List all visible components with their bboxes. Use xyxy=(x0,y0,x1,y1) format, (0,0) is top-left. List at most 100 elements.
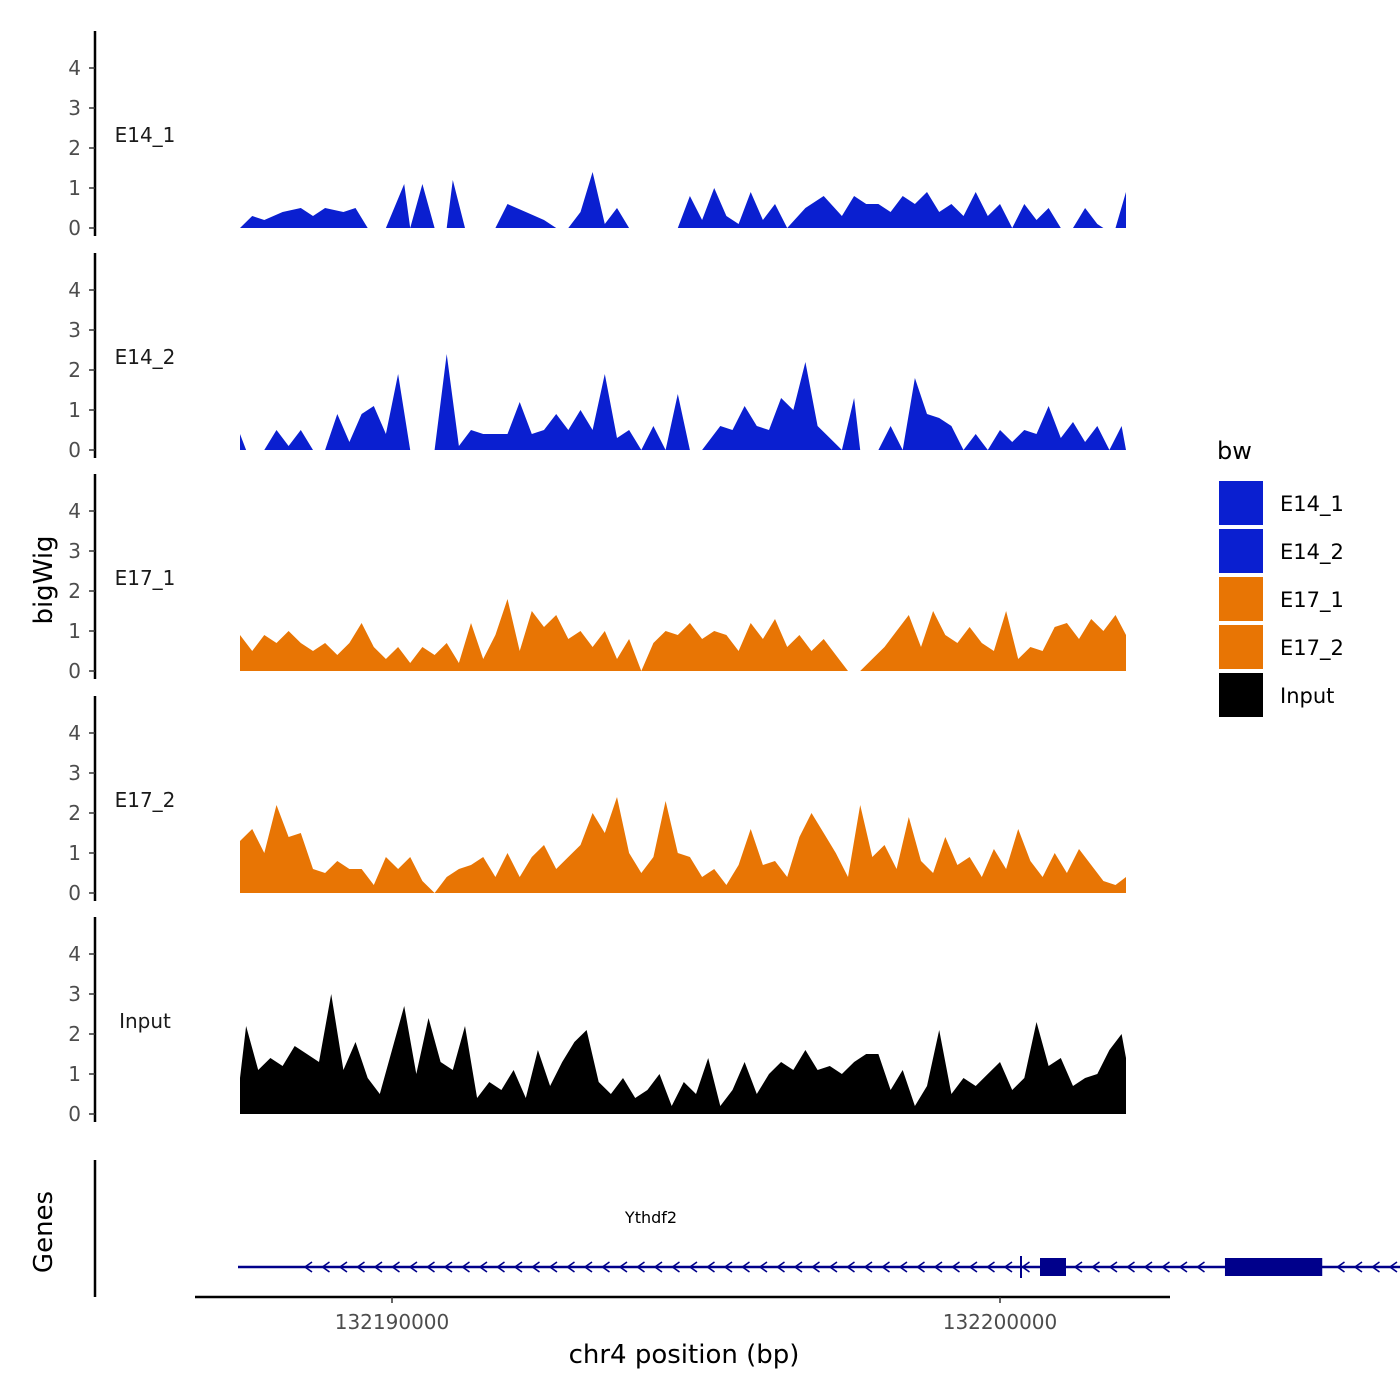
strand-arrow-icon xyxy=(338,1261,348,1273)
strand-arrow-icon xyxy=(391,1261,400,1273)
y-tick-label: 2 xyxy=(68,801,81,825)
strand-arrow-icon xyxy=(426,1261,435,1273)
strand-arrow-icon xyxy=(618,1261,628,1273)
strand-arrow-icon xyxy=(1143,1261,1153,1273)
y-tick-label: 2 xyxy=(68,136,81,160)
y-tick-label: 0 xyxy=(68,438,81,462)
track-label-E17_2: E17_2 xyxy=(115,788,176,812)
track-labels-layer: E14_1 E14_2 E17_1 E17_2 Input xyxy=(115,123,176,1033)
strand-arrow-icon xyxy=(1126,1261,1135,1273)
y-tick-label: 0 xyxy=(68,216,81,240)
y-tick-label: 0 xyxy=(68,1102,81,1126)
strand-arrow-icon xyxy=(373,1261,383,1273)
coverage-area-E14_1 xyxy=(240,44,1126,228)
coverage-area-E17_2 xyxy=(240,793,1126,893)
tracks-layer: 0 1 2 3 4 0 1 2 3 4 0 1 2 3 4 0 1 2 3 4 0 1 2 3 4 xyxy=(68,31,1126,1126)
track-E14_2: 0 1 2 3 4 xyxy=(68,253,1126,462)
track-E17_1: 0 1 2 3 4 xyxy=(68,474,1126,683)
strand-arrow-icon xyxy=(671,1261,680,1273)
legend-key-Input xyxy=(1217,671,1265,719)
strand-arrow-icon xyxy=(776,1261,785,1273)
strand-arrow-icon xyxy=(1388,1261,1398,1273)
y-tick-label: 3 xyxy=(68,761,81,785)
x-axis-title: chr4 position (bp) xyxy=(569,1340,800,1370)
track-label-E14_1: E14_1 xyxy=(115,123,176,147)
strand-arrow-icon xyxy=(1353,1261,1363,1273)
strand-arrow-icon xyxy=(986,1261,995,1273)
strand-arrow-icon xyxy=(1371,1261,1380,1273)
track-label-Input: Input xyxy=(119,1009,171,1033)
legend-key-E17_1 xyxy=(1217,575,1265,623)
strand-arrow-icon xyxy=(513,1261,523,1273)
strand-arrow-icon xyxy=(1073,1261,1083,1273)
strand-arrow-icon xyxy=(548,1261,558,1273)
track-label-E14_2: E14_2 xyxy=(115,345,176,369)
y-tick-label: 4 xyxy=(68,56,81,80)
legend-label-E14_1: E14_1 xyxy=(1280,492,1344,517)
strand-arrow-icon xyxy=(583,1261,593,1273)
x-tick-label: 132190000 xyxy=(335,1310,450,1334)
strand-arrow-icon xyxy=(1336,1261,1345,1273)
x-axis: 132190000132200000132210000 xyxy=(195,1295,1170,1334)
strand-arrow-icon xyxy=(1091,1261,1100,1273)
coverage-area-E17_1 xyxy=(240,551,1126,671)
y-tick-label: 2 xyxy=(68,358,81,382)
strand-arrow-icon xyxy=(478,1261,488,1273)
strand-arrow-icon xyxy=(881,1261,890,1273)
legend: bw E14_1 E14_2 E17_1 E17_2 Input xyxy=(1217,437,1344,719)
y-tick-label: 1 xyxy=(68,176,81,200)
coverage-area-E14_2 xyxy=(240,310,1126,450)
strand-arrow-icon xyxy=(916,1261,925,1273)
y-tick-label: 4 xyxy=(68,721,81,745)
strand-arrow-icon xyxy=(688,1261,698,1273)
strand-arrow-icon xyxy=(1108,1261,1118,1273)
y-tick-label: 4 xyxy=(68,278,81,302)
strand-arrow-icon xyxy=(653,1261,663,1273)
strand-arrow-icon xyxy=(636,1261,645,1273)
strand-arrow-icon xyxy=(951,1261,960,1273)
track-Input: 0 1 2 3 4 xyxy=(68,917,1126,1126)
strand-arrow-icon xyxy=(793,1261,803,1273)
legend-key-E14_1 xyxy=(1217,479,1265,527)
strand-arrow-icon xyxy=(356,1261,365,1273)
x-tick-label: 132200000 xyxy=(943,1310,1058,1334)
legend-key-E17_2 xyxy=(1217,623,1265,671)
y-tick-label: 1 xyxy=(68,841,81,865)
legend-label-E17_1: E17_1 xyxy=(1280,588,1344,613)
track-E17_2: 0 1 2 3 4 xyxy=(68,696,1126,905)
y-tick-label: 2 xyxy=(68,1022,81,1046)
strand-arrow-icon xyxy=(1178,1261,1188,1273)
y-tick-label: 2 xyxy=(68,579,81,603)
strand-arrow-icon xyxy=(1196,1261,1205,1273)
strand-arrow-icon xyxy=(408,1261,418,1273)
y-tick-label: 1 xyxy=(68,1062,81,1086)
coverage-area-Input xyxy=(240,994,1126,1114)
gene-name: Ythdf2 xyxy=(624,1208,677,1227)
strand-arrow-icon xyxy=(461,1261,470,1273)
legend-label-E17_2: E17_2 xyxy=(1280,636,1344,661)
strand-arrow-icon xyxy=(828,1261,838,1273)
legend-key-E14_2 xyxy=(1217,527,1265,575)
y-tick-label: 4 xyxy=(68,499,81,523)
y-tick-label: 3 xyxy=(68,96,81,120)
strand-arrow-icon xyxy=(723,1261,733,1273)
y-tick-label: 0 xyxy=(68,881,81,905)
y-tick-label: 1 xyxy=(68,398,81,422)
strand-arrow-icon xyxy=(846,1261,855,1273)
gene-exon xyxy=(1040,1258,1066,1276)
y-tick-label: 3 xyxy=(68,982,81,1006)
strand-arrow-icon xyxy=(566,1261,575,1273)
strand-arrow-icon xyxy=(968,1261,978,1273)
y-tick-label: 3 xyxy=(68,318,81,342)
strand-arrow-icon xyxy=(811,1261,820,1273)
strand-arrow-icon xyxy=(758,1261,768,1273)
strand-arrow-icon xyxy=(303,1261,313,1273)
gene-exon xyxy=(1224,1258,1323,1276)
y-tick-label: 4 xyxy=(68,942,81,966)
strand-arrow-icon xyxy=(898,1261,908,1273)
strand-arrow-icon xyxy=(706,1261,715,1273)
strand-arrow-icon xyxy=(1021,1261,1030,1273)
y-axis-title: bigWig xyxy=(29,535,59,624)
strand-arrow-icon xyxy=(443,1261,453,1273)
